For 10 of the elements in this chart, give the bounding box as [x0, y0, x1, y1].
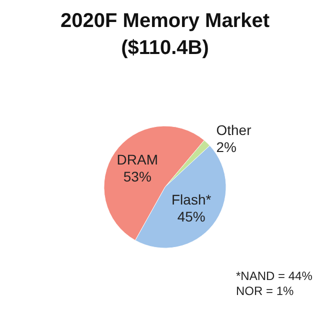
- data-label: 53%: [123, 168, 152, 185]
- chart-title: 2020F Memory Market: [60, 10, 270, 32]
- slice-label: Flash*: [172, 191, 212, 208]
- chart-subtitle: ($110.4B): [121, 37, 209, 59]
- data-label: 45%: [177, 208, 206, 224]
- data-label: 2%: [216, 138, 236, 155]
- text: NOR = 1%: [236, 284, 294, 298]
- text: *NAND = 44%: [236, 269, 313, 283]
- slice-label: Other: [216, 122, 252, 138]
- slice-label: DRAM: [116, 152, 158, 168]
